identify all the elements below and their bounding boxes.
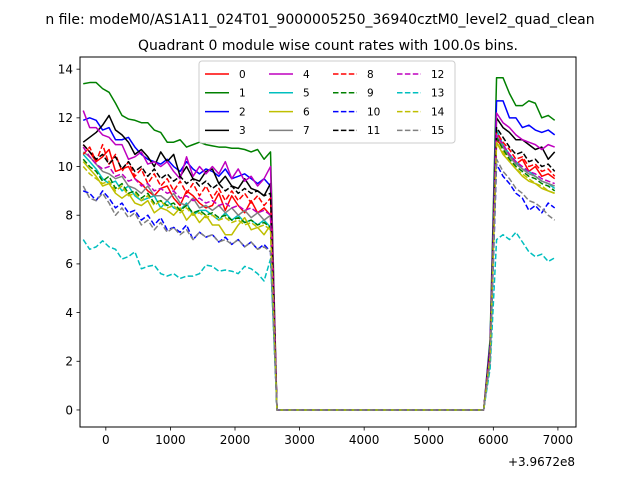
legend-label-8: 8 — [367, 69, 374, 81]
x-offset-label: +3.9672e8 — [508, 455, 575, 469]
y-tick-label: 8 — [65, 209, 73, 223]
legend-label-7: 7 — [303, 125, 310, 137]
legend-label-0: 0 — [239, 69, 246, 81]
legend-label-14: 14 — [431, 106, 445, 118]
legend-label-4: 4 — [303, 69, 310, 81]
legend-label-2: 2 — [239, 106, 246, 118]
x-tick-label: 7000 — [543, 433, 574, 447]
y-tick-label: 0 — [65, 403, 73, 417]
y-tick-label: 2 — [65, 355, 73, 369]
legend-label-13: 13 — [431, 88, 444, 100]
y-tick-label: 10 — [58, 160, 73, 174]
plot-frame — [79, 56, 577, 428]
x-tick-label: 0 — [102, 433, 110, 447]
legend-label-11: 11 — [367, 125, 380, 137]
series-line-13 — [82, 231, 556, 411]
legend-label-1: 1 — [239, 88, 246, 100]
chart-title: Quadrant 0 module wise count rates with … — [138, 38, 518, 54]
y-tick-label: 4 — [65, 306, 73, 320]
x-tick-label: 1000 — [155, 433, 186, 447]
y-tick-label: 6 — [65, 257, 73, 271]
series-line-11 — [82, 126, 556, 411]
x-tick-label: 4000 — [349, 433, 380, 447]
legend-label-15: 15 — [431, 125, 444, 137]
x-tick-label: 5000 — [413, 433, 444, 447]
legend-label-5: 5 — [303, 88, 310, 100]
x-axis: 0 1000 2000 3000 4000 5000 6000 7000 — [102, 427, 573, 447]
legend-label-10: 10 — [367, 106, 380, 118]
y-tick-label: 12 — [58, 111, 73, 125]
legend-box — [198, 60, 456, 144]
legend-label-3: 3 — [239, 125, 246, 137]
series-line-15 — [82, 158, 556, 411]
y-axis: 0 2 4 6 8 10 12 14 — [58, 62, 80, 417]
legend-label-12: 12 — [431, 69, 444, 81]
x-tick-label: 3000 — [284, 433, 315, 447]
x-tick-label: 6000 — [478, 433, 509, 447]
x-tick-label: 2000 — [220, 433, 251, 447]
y-tick-label: 14 — [58, 62, 73, 76]
figure-suptitle: n file: modeM0/AS1A11_024T01_9000005250_… — [45, 12, 594, 28]
legend-label-6: 6 — [303, 106, 310, 118]
legend-label-9: 9 — [367, 88, 374, 100]
series-layer — [82, 76, 556, 411]
